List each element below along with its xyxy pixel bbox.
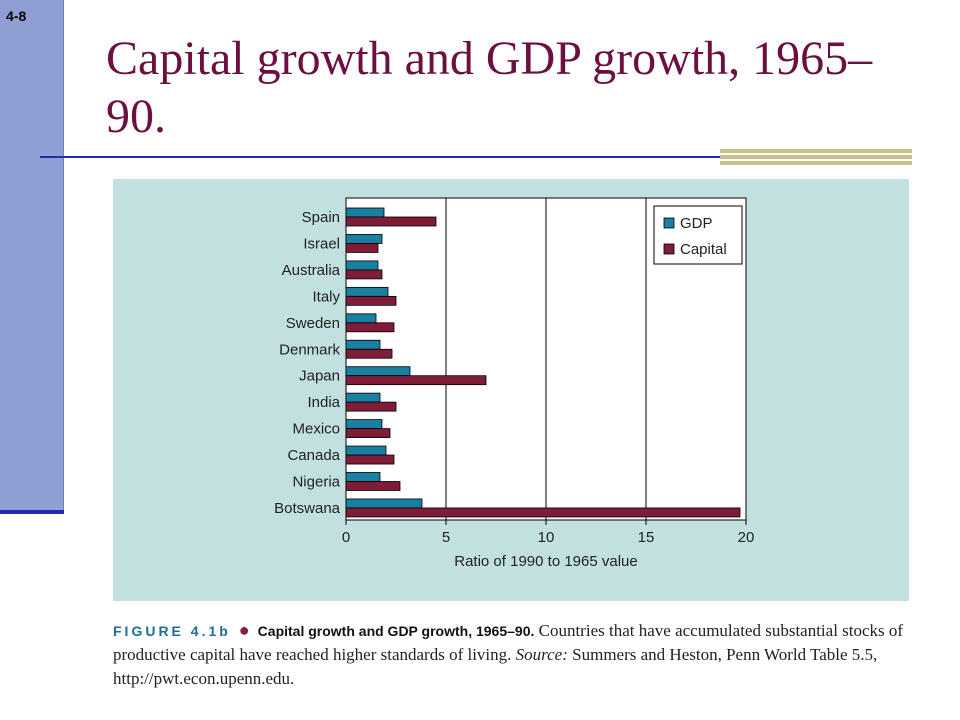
bar-capital	[345, 348, 393, 359]
bar-gdp	[345, 392, 381, 403]
category-label: Botswana	[274, 500, 341, 517]
source-label: Source:	[515, 645, 568, 664]
x-tick-label: 0	[342, 529, 350, 546]
bar-capital	[345, 507, 741, 518]
bar-capital	[345, 295, 397, 306]
x-axis-label: Ratio of 1990 to 1965 value	[454, 553, 637, 570]
slide-number: 4-8	[6, 8, 27, 24]
bar-capital	[345, 481, 401, 491]
title-underline	[40, 156, 910, 158]
bar-gdp	[345, 313, 377, 324]
sidebar-bottom-rule	[0, 510, 64, 514]
legend-label-capital: Capital	[680, 241, 727, 258]
category-label: Canada	[287, 447, 340, 464]
title-accent-stripes	[720, 149, 912, 167]
bar-capital	[345, 454, 395, 465]
bar-capital	[345, 216, 437, 227]
bar-gdp	[345, 260, 379, 271]
figure-panel: 0 5 10 15 20 Ratio of 1990 to 1965 value Spain…	[113, 179, 909, 601]
bar-capital	[345, 243, 379, 253]
category-label: Spain	[302, 209, 340, 226]
bar-gdp	[345, 472, 381, 482]
bar-capital	[345, 375, 487, 386]
category-label: Israel	[303, 235, 340, 252]
category-label: India	[307, 394, 340, 411]
legend-swatch-capital	[663, 243, 675, 255]
bar-capital	[345, 269, 383, 280]
x-tick-label: 15	[638, 529, 655, 546]
legend-swatch-gdp	[663, 217, 675, 229]
category-label: Sweden	[286, 315, 340, 332]
caption-body: Countries that have accumulated substant…	[113, 621, 904, 664]
bar-gdp	[345, 366, 411, 377]
category-label: Denmark	[279, 341, 340, 358]
bullet-icon: ●	[238, 620, 250, 640]
bar-gdp	[345, 207, 385, 218]
category-label: Japan	[299, 368, 340, 385]
bar-chart: 0 5 10 15 20 Ratio of 1990 to 1965 value Spain…	[274, 197, 755, 570]
category-label: Mexico	[292, 421, 340, 438]
bar-gdp	[345, 498, 423, 509]
figure-title: Capital growth and GDP growth, 1965–90.	[257, 623, 535, 639]
bar-gdp	[345, 419, 383, 430]
category-label: Australia	[282, 262, 341, 279]
bar-capital	[345, 428, 391, 439]
bar-capital	[345, 401, 397, 412]
category-label: Italy	[312, 288, 340, 305]
bar-gdp	[345, 286, 389, 297]
legend-label-gdp: GDP	[680, 215, 713, 232]
bar-gdp	[345, 339, 381, 350]
source-text: Summers and Heston, Penn World Table 5.5…	[113, 645, 878, 688]
figure-caption: FIGURE 4.1b ● Capital growth and GDP growt…	[113, 618, 913, 691]
x-tick-label: 10	[538, 529, 555, 546]
bar-capital	[345, 322, 395, 333]
slide-title: Capital growth and GDP growth, 1965–90.	[106, 32, 873, 143]
bar-gdp	[345, 445, 387, 456]
x-tick-label: 20	[738, 529, 755, 546]
bar-gdp	[345, 234, 383, 244]
category-label: Nigeria	[292, 474, 340, 491]
figure-label: FIGURE 4.1b	[113, 623, 231, 639]
x-tick-label: 5	[442, 529, 450, 546]
sidebar-band: 4-8	[0, 0, 64, 512]
